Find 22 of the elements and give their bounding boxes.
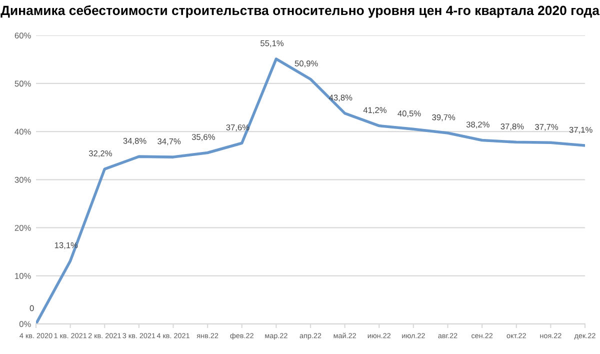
data-label: 50,9%	[294, 60, 318, 68]
data-label: 34,7%	[158, 138, 181, 146]
data-label: 37,7%	[535, 124, 558, 131]
data-label: 40,5%	[398, 110, 421, 118]
y-tick-label: 10%	[15, 273, 31, 279]
data-label: 41,2%	[363, 107, 386, 114]
data-label: 35,6%	[192, 134, 215, 141]
data-label: 37,1%	[569, 126, 592, 134]
y-tick-label: 50%	[14, 80, 31, 87]
data-label: 55,1%	[260, 40, 284, 48]
data-label: 34,8%	[123, 138, 146, 145]
data-label: 37,8%	[500, 123, 524, 130]
data-label: 32,2%	[88, 150, 112, 158]
y-tick-label: 20%	[14, 224, 31, 231]
y-tick-label: 60%	[14, 32, 31, 38]
y-tick-label: 0%	[19, 321, 31, 328]
chart-title: Динамика себестоимости строительства относительно уровня цен 4-го квартала 2020 года	[0, 5, 600, 18]
data-label: 38,2%	[466, 122, 490, 128]
y-tick-label: 40%	[14, 128, 31, 135]
y-tick-label: 30%	[14, 176, 31, 183]
data-label: 39,7%	[432, 114, 456, 122]
data-label: 0	[30, 305, 34, 312]
